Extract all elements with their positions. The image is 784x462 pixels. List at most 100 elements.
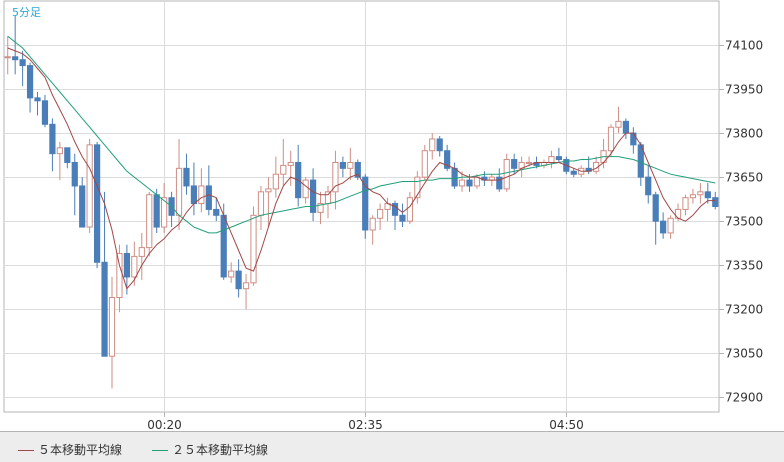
candle-body-up [228,270,235,278]
candle-body-up [116,252,123,299]
candle-body-down [49,123,56,155]
plot-area [3,0,720,413]
candle-body-up [458,179,466,187]
candle-body-down [153,194,160,228]
legend: ５本移動平均線 ２５本移動平均線 [0,431,784,462]
candle-body-down [235,270,242,290]
candle-body-up [347,161,354,169]
y-tick-label: 73050 [725,347,763,361]
candle-body-up [86,144,93,228]
legend-label-ma5: ５本移動平均線 [38,443,123,457]
ma5-line [7,47,716,290]
candle-body-up [161,197,168,228]
candle-body-down [190,185,198,205]
candle-body-up [250,214,257,284]
candle-body-down [466,179,473,187]
candle-body-down [496,176,503,190]
candle-body-down [213,208,220,216]
candle-body-down [71,161,78,187]
candle-body-down [93,144,101,263]
candle-body-up [317,203,324,213]
candle-body-up [369,217,376,231]
ma25-line [7,35,716,234]
candle-body-up [131,255,138,278]
y-tick-label: 73350 [725,259,763,273]
candle-body-up [280,164,287,175]
candle-body-down [26,65,34,99]
y-tick-label: 73950 [725,83,763,97]
candle-body-up [56,147,63,155]
candle-body-up [667,217,674,234]
candle-body-up [257,191,265,216]
candle-body-up [615,120,622,128]
candle-body-down [64,147,71,163]
candle-body-up [272,173,279,190]
candle-body-up [421,150,428,178]
candle-body-up [473,176,481,187]
y-tick-label: 73200 [725,303,763,317]
candle-body-up [406,197,414,222]
timeframe-label: 5分足 [12,6,41,19]
candle-body-down [123,252,130,278]
candle-body-up [503,159,510,190]
candle-body-up [265,188,272,193]
candle-body-up [138,247,145,257]
y-tick-label: 73650 [725,171,763,185]
legend-item-ma25: ２５本移動平均線 [152,441,268,458]
candle-body-up [287,161,294,166]
candle-body-up [332,161,339,193]
candle-body-down [630,132,637,146]
candle-body-up [377,208,384,219]
candle-body-down [183,167,190,187]
candle-body-up [324,191,332,205]
legend-swatch-ma5 [18,450,34,451]
candle-body-down [19,59,26,67]
candle-body-down [444,150,451,169]
x-tick-label: 04:50 [549,418,584,431]
candle-body-up [689,194,697,199]
candle-body-up [682,197,689,210]
candle-body-up [548,156,555,163]
candle-body-down [41,100,49,125]
candle-body-down [391,203,399,216]
candlestick-chart: 74100 73950 73800 73650 73500 73350 73200 73050… [3,0,763,431]
candle-body-up [414,176,421,199]
candle-body-down [79,185,86,228]
candle-body-up [242,282,250,290]
candle-body-up [429,138,436,152]
y-tick-label: 72900 [725,391,763,405]
x-tick-label: 02:35 [348,418,383,431]
candle-body-up [175,167,183,216]
candle-body-down [399,214,406,222]
candle-body-down [436,138,443,152]
legend-swatch-ma25 [152,450,168,451]
candle-body-up [607,126,615,152]
candle-body-up [674,208,682,219]
candle-body-up [525,161,533,164]
candle-body-up [697,191,704,196]
candle-body-down [570,170,577,175]
candle-body-down [339,161,346,169]
candle-body-up [302,179,309,199]
candle-body-down [205,185,212,210]
y-tick-label: 73800 [725,127,763,141]
candle-body-down [645,176,652,196]
candle-body-down [362,176,369,231]
candle-body-down [12,56,19,61]
candle-body-up [4,56,11,59]
y-tick-label: 74100 [725,39,763,53]
legend-item-ma5: ５本移動平均線 [18,441,122,458]
candle-body-down [354,161,361,178]
candle-body-down [34,97,41,102]
candle-body-down [511,159,518,169]
candle-body-down [652,194,659,222]
candle-body-down [622,120,630,134]
candle-body-up [146,194,153,249]
candle-body-up [198,185,205,205]
candle-body-down [101,261,108,357]
candle-body-down [660,220,667,234]
candle-body-down [451,167,458,187]
legend-label-ma25: ２５本移動平均線 [172,443,269,457]
candle-body-down [309,179,317,213]
